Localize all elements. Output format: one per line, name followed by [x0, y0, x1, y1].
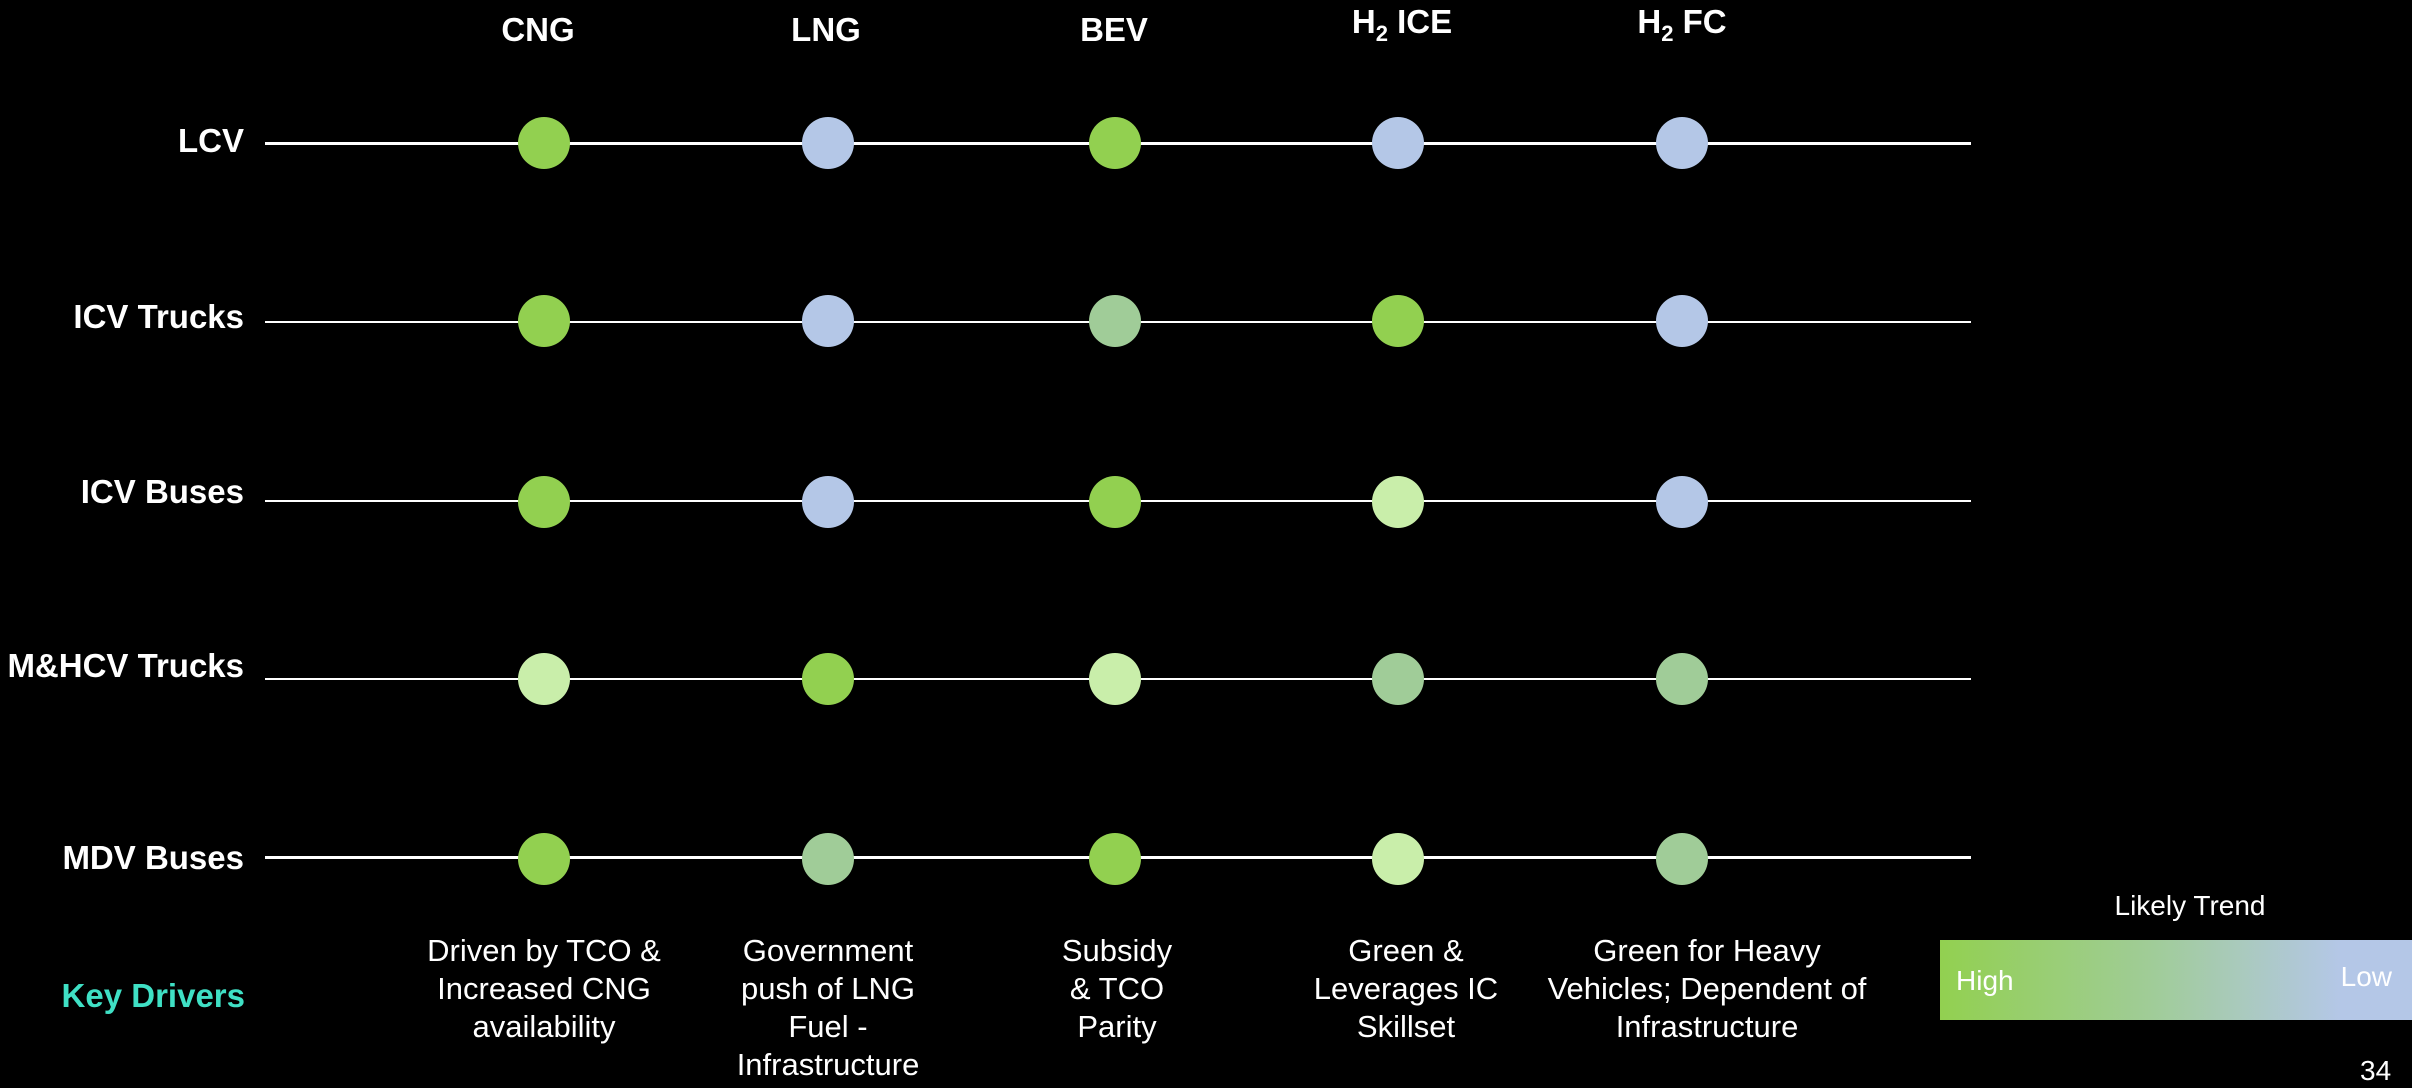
legend-gradient-bar: High Low: [1940, 940, 2412, 1020]
row-label-mdv-buses: MDV Buses: [62, 839, 244, 876]
dot-icv-trucks-h2-ice: [1372, 295, 1424, 347]
column-header-h2-fc: H2 FC: [1582, 2, 1782, 54]
legend-low-label: Low: [2340, 961, 2392, 992]
dot-mhcv-trucks-h2-fc: [1656, 653, 1708, 705]
column-header-suffix: ICE: [1387, 3, 1453, 40]
column-header-h2-ice: H2 ICE: [1302, 2, 1502, 54]
column-header-label: H: [1351, 3, 1376, 40]
row-label-mhcv-trucks: M&HCV Trucks: [7, 647, 244, 684]
column-header-subscript: 2: [1661, 21, 1674, 46]
dot-mdv-buses-h2-ice: [1372, 833, 1424, 885]
dot-icv-trucks-cng: [518, 295, 570, 347]
dot-icv-buses-bev: [1089, 476, 1141, 528]
row-label-icv-trucks: ICV Trucks: [73, 298, 244, 335]
column-header-cng: CNG: [438, 10, 638, 50]
driver-cng: Driven by TCO & Increased CNG availabili…: [427, 933, 661, 1044]
driver-lng: Government push of LNG Fuel - Infrastruc…: [736, 933, 920, 1082]
column-header-subscript: 2: [1375, 21, 1388, 46]
dot-lcv-lng: [802, 117, 854, 169]
dot-mhcv-trucks-cng: [518, 653, 570, 705]
dot-icv-buses-h2-ice: [1372, 476, 1424, 528]
dot-icv-trucks-h2-fc: [1656, 295, 1708, 347]
legend-title: Likely Trend: [2114, 890, 2266, 921]
key-drivers-label: Key Drivers: [61, 977, 245, 1014]
dot-icv-trucks-lng: [802, 295, 854, 347]
page-number: 34: [2360, 1055, 2392, 1086]
column-header-lng: LNG: [726, 10, 926, 50]
driver-bev: Subsidy & TCO Parity: [1061, 933, 1173, 1044]
dot-lcv-bev: [1089, 117, 1141, 169]
column-header-label: CNG: [501, 11, 575, 48]
dot-lcv-h2-ice: [1372, 117, 1424, 169]
dot-mdv-buses-bev: [1089, 833, 1141, 885]
column-header-label: LNG: [791, 11, 861, 48]
dot-lcv-cng: [518, 117, 570, 169]
column-header-label: H: [1637, 3, 1662, 40]
legend-high-label: High: [1956, 965, 2014, 996]
driver-h2-ice: Green & Leverages IC Skillset: [1313, 933, 1499, 1044]
dot-mdv-buses-lng: [802, 833, 854, 885]
dot-mdv-buses-h2-fc: [1656, 833, 1708, 885]
dot-icv-buses-cng: [518, 476, 570, 528]
dot-icv-buses-lng: [802, 476, 854, 528]
dot-icv-buses-h2-fc: [1656, 476, 1708, 528]
dot-lcv-h2-fc: [1656, 117, 1708, 169]
column-header-bev: BEV: [1014, 10, 1214, 50]
dot-mdv-buses-cng: [518, 833, 570, 885]
dot-icv-trucks-bev: [1089, 295, 1141, 347]
column-header-suffix: FC: [1673, 3, 1727, 40]
dot-mhcv-trucks-h2-ice: [1372, 653, 1424, 705]
dot-mhcv-trucks-lng: [802, 653, 854, 705]
driver-h2-fc: Green for Heavy Vehicles; Dependent of I…: [1547, 933, 1867, 1044]
row-label-icv-buses: ICV Buses: [80, 473, 244, 510]
row-label-lcv: LCV: [178, 122, 244, 159]
dot-mhcv-trucks-bev: [1089, 653, 1141, 705]
column-header-label: BEV: [1080, 11, 1148, 48]
